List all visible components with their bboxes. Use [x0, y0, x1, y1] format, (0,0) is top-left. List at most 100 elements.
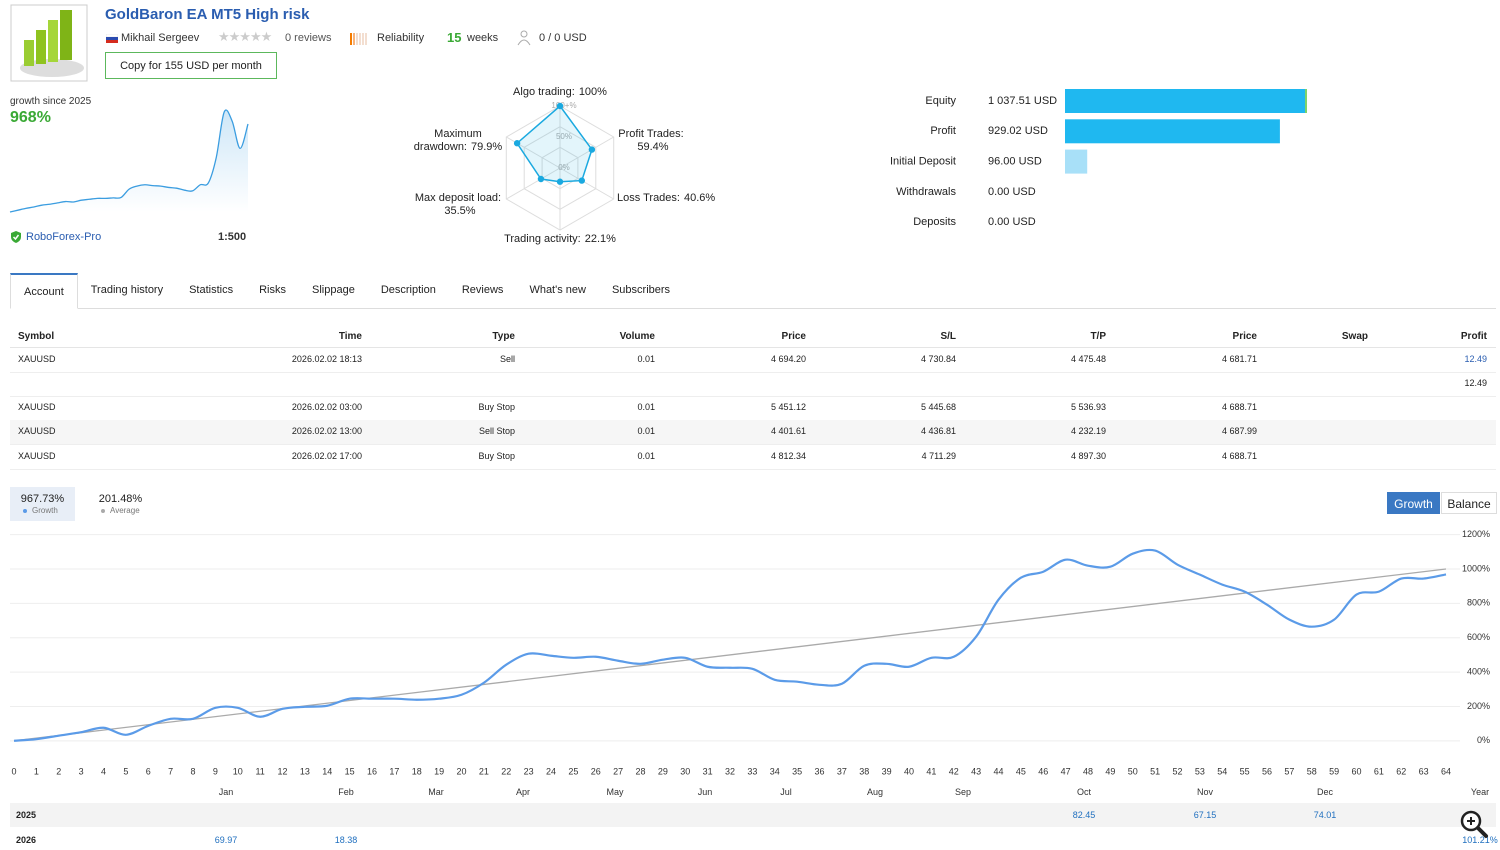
column-header: S/L: [940, 331, 956, 342]
column-header: Volume: [619, 331, 655, 342]
month-header: Feb: [338, 787, 354, 797]
x-tick-label: 9: [213, 766, 218, 776]
table-cell: 0.01: [637, 354, 655, 364]
tab[interactable]: Description: [380, 284, 436, 296]
column-header: Time: [338, 331, 362, 342]
table-cell: XAUUSD: [18, 426, 56, 436]
y-tick-label: 400%: [1467, 666, 1490, 676]
x-tick-label: 46: [1038, 766, 1048, 776]
x-tick-label: 30: [680, 766, 690, 776]
row-divider: [10, 469, 1496, 470]
radar-spoke: [559, 136, 614, 169]
x-tick-label: 57: [1284, 766, 1294, 776]
tab[interactable]: Account: [10, 273, 78, 309]
x-tick-label: 27: [613, 766, 623, 776]
tab[interactable]: Risks: [259, 284, 286, 296]
month-return: 101.21%: [1462, 835, 1498, 845]
tab[interactable]: Trading history: [90, 284, 164, 296]
bar-value-label: 0.00 USD: [988, 216, 1036, 228]
legend-dot: [101, 509, 105, 513]
table-cell: 2026.02.02 03:00: [291, 402, 362, 412]
x-tick-label: 12: [277, 766, 287, 776]
table-cell: 4 730.84: [920, 354, 956, 364]
tab[interactable]: What's new: [529, 284, 586, 296]
month-header: Nov: [1196, 787, 1213, 797]
table-cell: 4 687.99: [1221, 426, 1257, 436]
radar-spoke: [559, 167, 614, 200]
table-cell: 12.49: [1464, 378, 1487, 388]
table-cell: 4 688.71: [1221, 402, 1257, 412]
bar-accent: [1305, 89, 1307, 113]
bar-value-label: 1 037.51 USD: [988, 95, 1057, 107]
x-tick-label: 20: [456, 766, 466, 776]
radar-point: [588, 146, 596, 153]
x-tick-label: 6: [146, 766, 151, 776]
month-return: 18.38: [334, 835, 358, 845]
radar-point: [556, 102, 564, 110]
x-tick-label: 23: [524, 766, 534, 776]
bar-category: Equity: [925, 95, 956, 107]
chart-mode-button[interactable]: Balance: [1441, 492, 1497, 514]
legend-summary: 201.48%: [98, 493, 143, 505]
tab[interactable]: Subscribers: [611, 284, 671, 296]
rating-stars: ★★★★★: [218, 29, 272, 44]
x-tick-label: 4: [101, 766, 106, 776]
broker[interactable]: RoboForex-Pro: [26, 231, 102, 243]
bar-value-label: 96.00 USD: [988, 156, 1042, 168]
bar-category: Deposits: [913, 216, 956, 228]
reviews[interactable]: 0 reviews: [285, 32, 332, 44]
zoom-button[interactable]: [1458, 808, 1490, 840]
radar-axis-name: Max deposit load:: [414, 192, 502, 204]
row-divider: [10, 372, 1496, 373]
column-header: Price: [781, 331, 806, 342]
table-cell: 2026.02.02 18:13: [291, 354, 362, 364]
subscribers: 0 / 0 USD: [539, 32, 587, 44]
author[interactable]: Mikhail Sergeev: [121, 32, 200, 44]
tab[interactable]: Reviews: [461, 284, 504, 296]
x-tick-label: 2: [56, 766, 61, 776]
x-tick-label: 17: [389, 766, 399, 776]
x-tick-label: 19: [434, 766, 444, 776]
month-header: Jan: [218, 787, 234, 797]
x-tick-label: 58: [1307, 766, 1317, 776]
radar-label: Max deposit load:35.5%: [410, 192, 506, 218]
table-cell: 12.49: [1464, 354, 1487, 364]
radar-label: Algo trading: 100%: [490, 86, 630, 99]
chart-mode-button[interactable]: Growth: [1387, 492, 1440, 514]
copy-button[interactable]: Copy for 155 USD per month: [105, 52, 277, 79]
x-tick-label: 52: [1172, 766, 1182, 776]
flag: [106, 34, 118, 43]
series-line: [13, 548, 1447, 742]
x-tick-label: 16: [367, 766, 377, 776]
radar-axis-name: Maximum drawdown:: [413, 128, 482, 153]
radar-axis-name: Loss Trades:: [617, 192, 680, 204]
radar-ring-label: 100+%: [551, 101, 576, 110]
x-tick-label: 43: [971, 766, 981, 776]
table-cell: 4 812.34: [770, 451, 806, 461]
row-background: [10, 420, 1496, 444]
x-tick-label: 26: [591, 766, 601, 776]
x-tick-label: 35: [792, 766, 802, 776]
reliability: Reliability: [377, 32, 425, 44]
bar: [1065, 149, 1088, 174]
radar-label: Profit Trades:59.4%: [606, 128, 696, 154]
sparkline-line: [9, 109, 249, 213]
month-header: Jun: [697, 787, 713, 797]
month-header: Oct: [1076, 787, 1091, 797]
radar-ring-label: 50%: [556, 132, 572, 141]
x-tick-label: 42: [949, 766, 959, 776]
logo: [10, 4, 88, 82]
column-header: Symbol: [18, 331, 55, 342]
signal-title[interactable]: GoldBaron EA MT5 High risk: [105, 6, 310, 23]
tab[interactable]: Slippage: [312, 284, 355, 296]
tab[interactable]: Statistics: [189, 284, 234, 296]
legend-name[interactable]: Average: [110, 506, 140, 515]
table-cell: 2026.02.02 17:00: [291, 451, 362, 461]
legend-name[interactable]: Growth: [32, 506, 58, 515]
x-tick-label: 7: [168, 766, 173, 776]
x-tick-label: 15: [345, 766, 355, 776]
x-tick-label: 25: [568, 766, 578, 776]
table-cell: 4 711.29: [921, 451, 956, 461]
radar-point: [556, 178, 564, 185]
